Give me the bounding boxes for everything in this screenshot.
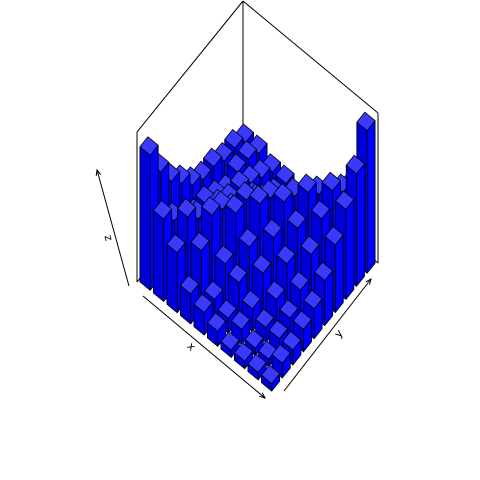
bar-top-face [262,218,283,239]
bar-top-face [247,353,267,373]
bar-top-face [356,111,376,132]
bar-top-face [289,271,310,291]
bar-top-face [249,184,269,205]
bar-1-0 [152,200,173,302]
bar-top-face [190,231,210,252]
bar-top-face [177,198,197,218]
bar-top-face [244,329,264,349]
box-edge-1 [136,0,244,133]
bar-top-face [279,299,299,319]
bar-top-face [231,310,251,330]
bar-top-face [225,194,245,214]
bar-top-face [204,280,224,300]
bar-y-face [166,243,178,314]
bar-y-face [152,210,165,302]
bar-top-face [238,228,258,248]
bar-top-face [201,196,221,216]
bar-top-face [313,261,334,282]
bar-2-0 [166,233,186,314]
bar-top-face [227,153,247,173]
z-axis-label: z [101,233,115,242]
bar-top-face [179,274,200,295]
y-axis-label: y [332,327,346,341]
bar-top-face [300,235,320,255]
bar-top-face [276,244,296,265]
bar-4-0 [193,293,213,336]
bar-x-face [356,163,365,287]
bar-x-face [334,234,344,313]
bar-top-face [255,308,275,328]
bar-top-face [324,226,344,246]
bar-top-face [286,209,307,229]
bar-top-face [260,364,281,385]
bar-top-face [335,190,355,210]
bar-top-face [228,263,248,284]
bar-top-face [321,171,341,192]
bar-top-face [206,312,227,332]
bar-top-face [268,319,288,340]
bar-top-face [233,342,254,362]
bar-x-face [345,198,355,300]
bar-top-face [237,140,257,160]
bar-top-face [311,199,331,220]
bar-5-0 [206,312,227,347]
bar-top-face [273,183,293,203]
bar-top-face [297,173,317,194]
x-axis-arrow [142,295,266,399]
bar-top-face [193,293,213,314]
bar-top-face [217,299,237,319]
bar-9-0 [260,364,281,392]
bar-top-face [252,254,272,274]
bar-top-face [241,289,261,310]
bar-top-face [303,289,323,310]
bar-top-face [271,344,291,364]
bar-top-face [214,244,234,265]
bar-top-face [292,310,312,330]
x-axis-label: x [184,340,198,354]
bar-top-face [275,164,295,184]
bar-top-face [220,331,240,351]
bar-top-face [152,200,173,220]
bar-top-face [265,280,285,300]
bar-6-0 [220,331,240,358]
box-edge-2 [242,0,379,114]
bar-x-face [366,120,376,274]
bar-top-face [139,136,159,156]
bar-y-face [139,146,151,291]
y-axis-arrow [283,278,372,392]
bar-top-face [345,154,365,175]
bars-group [139,111,376,392]
z-axis-arrow [96,169,130,287]
bar-top-face [282,330,302,351]
bar-8-0 [247,353,267,381]
bar-9-1 [271,344,291,379]
bar-top-face [224,129,244,149]
bar-top-face [166,233,186,254]
bar-top-face [203,147,223,168]
